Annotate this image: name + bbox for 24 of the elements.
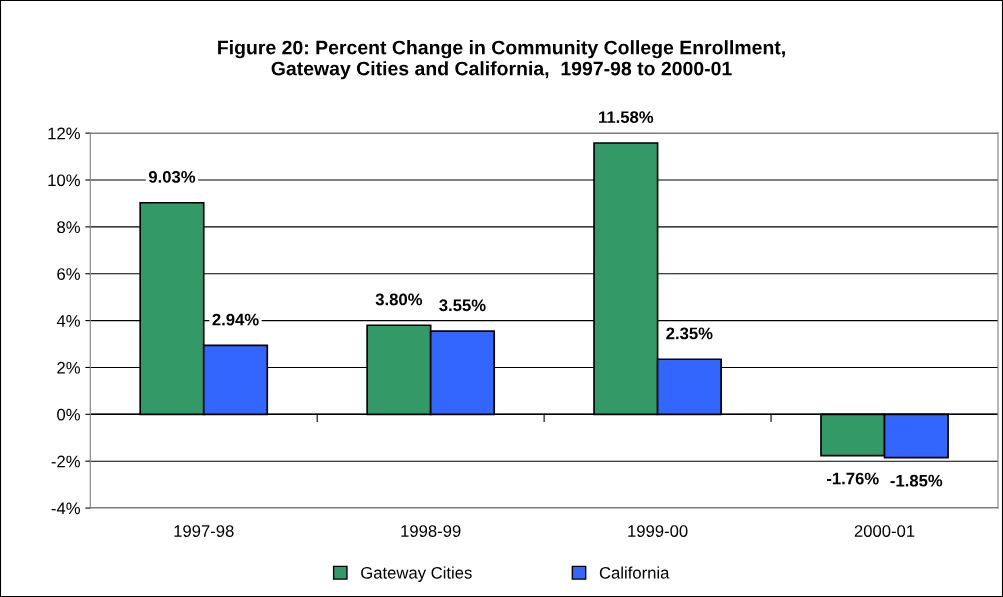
- x-tick-label: 1999-00: [628, 525, 688, 537]
- x-tick-label: 1997-98: [174, 525, 234, 537]
- data-label: 2.35%: [666, 327, 713, 340]
- data-label: 2.94%: [212, 313, 259, 326]
- y-tick-label: -2%: [51, 455, 80, 468]
- data-label: 3.80%: [375, 293, 423, 306]
- y-tick-label: 0%: [57, 408, 80, 421]
- chart-title: Figure 20: Percent Change in Community College Enrollment, Gateway Cities and California, 1997-98 to 2000-01: [218, 40, 785, 80]
- y-tick-label: -4%: [51, 502, 80, 515]
- x-tick-label: 2000-01: [854, 525, 915, 537]
- data-label: -1.76%: [827, 472, 879, 485]
- data-label: -1.85%: [890, 474, 943, 487]
- legend-label: Gateway Cities: [361, 566, 472, 582]
- x-tick-label: 1998-99: [401, 525, 461, 537]
- y-tick-label: 2%: [57, 361, 80, 374]
- data-label: 9.03%: [148, 170, 196, 183]
- y-tick-label: 8%: [57, 221, 80, 234]
- data-label: 3.55%: [439, 299, 486, 312]
- y-tick-label: 12%: [48, 127, 80, 140]
- y-tick-label: 6%: [57, 268, 80, 280]
- data-label: 11.58%: [599, 111, 654, 124]
- y-tick-label: 10%: [48, 174, 80, 187]
- legend-label: California: [599, 566, 670, 579]
- y-tick-label: 4%: [56, 315, 80, 327]
